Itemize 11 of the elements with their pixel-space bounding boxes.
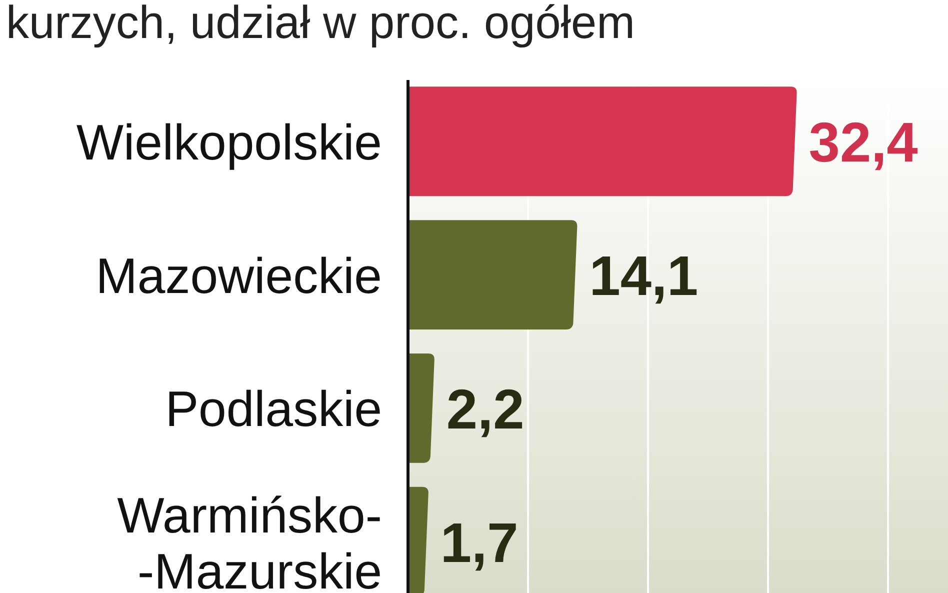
- data-label: 32,4: [808, 110, 918, 174]
- y-tick-label: Wielkopolskie: [76, 114, 382, 170]
- data-label: 14,1: [589, 244, 698, 307]
- data-label: 1,7: [440, 510, 518, 574]
- bar: [408, 86, 797, 196]
- y-tick-label: Mazowieckie: [96, 248, 382, 304]
- data-label: 2,2: [446, 377, 524, 440]
- chart-title: kurzych, udział w proc. ogółem: [6, 0, 635, 48]
- y-tick-label: Warmińsko- -Mazurskie: [117, 488, 382, 593]
- y-tick-label: Podlaskie: [165, 381, 382, 438]
- bar: [408, 220, 578, 330]
